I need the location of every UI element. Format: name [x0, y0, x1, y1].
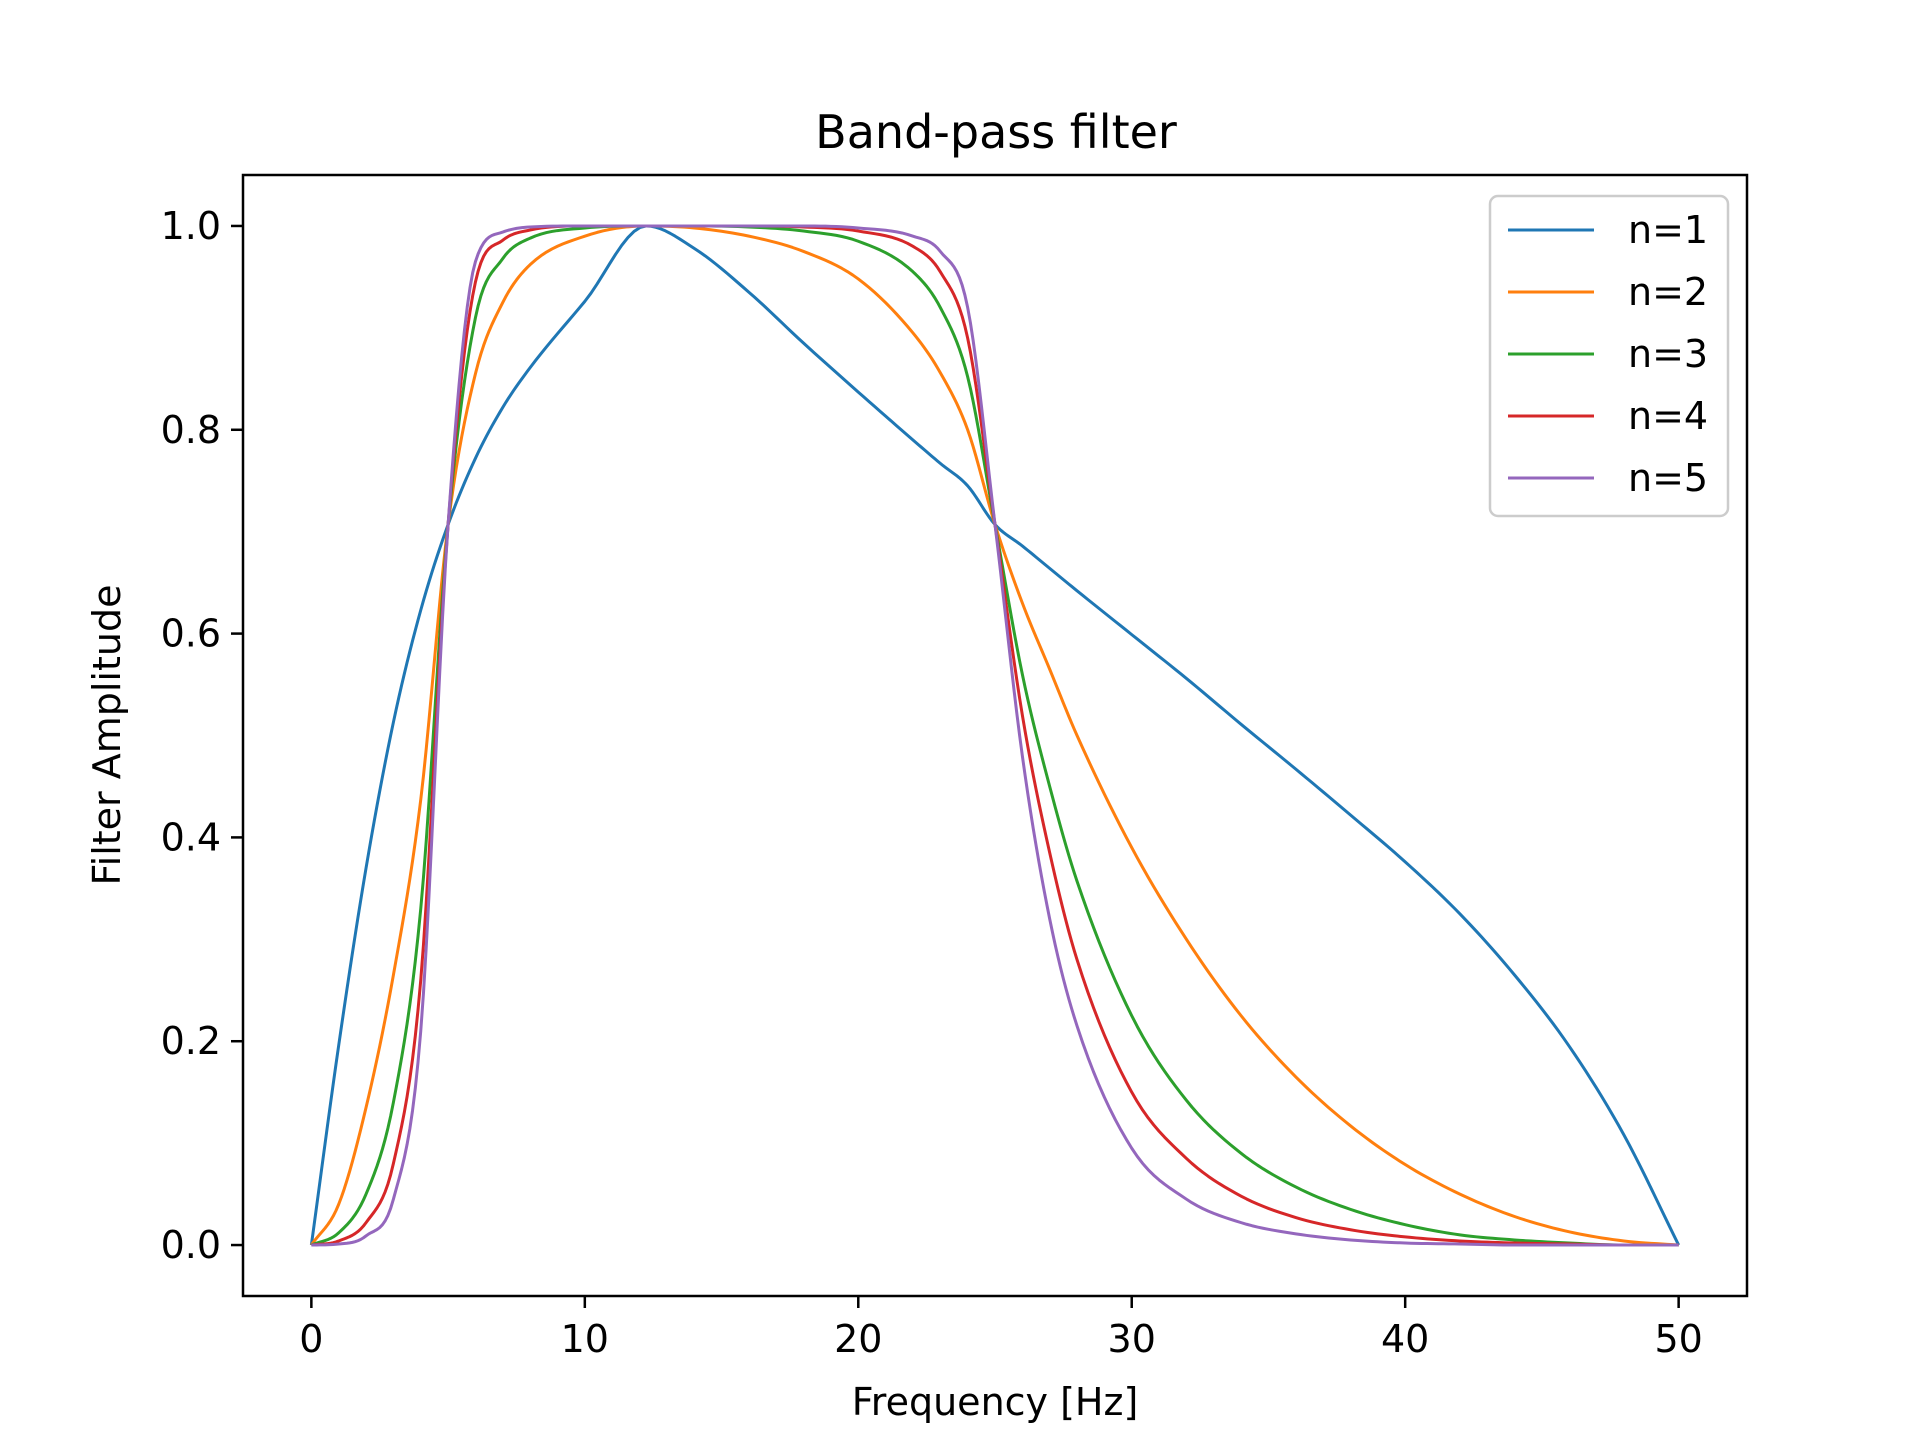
- x-tick-label: 40: [1381, 1317, 1429, 1361]
- legend: n=1 n=2 n=3 n=4 n=5: [1488, 194, 1730, 518]
- series-line-n=2: [310, 224, 1679, 1247]
- x-axis-ticks: 0 10 20 30 40 50: [299, 1296, 1703, 1361]
- plot-frame: [241, 173, 1749, 1298]
- y-tick-label: 0.0: [161, 1223, 221, 1267]
- series-line-n=3: [310, 224, 1679, 1247]
- x-tick-label: 30: [1108, 1317, 1156, 1361]
- series-line-n=1: [309, 224, 1680, 1246]
- y-tick-label: 1.0: [161, 204, 221, 248]
- x-tick-label: 0: [299, 1317, 323, 1361]
- legend-label: n=5: [1628, 456, 1708, 500]
- y-tick-label: 0.2: [161, 1019, 221, 1063]
- y-tick-label: 0.4: [161, 815, 221, 859]
- x-axis-title: Frequency [Hz]: [852, 1380, 1139, 1424]
- legend-label: n=3: [1628, 332, 1708, 376]
- legend-label: n=2: [1628, 270, 1708, 314]
- x-tick-label: 50: [1654, 1317, 1702, 1361]
- y-tick-label: 0.8: [161, 408, 221, 452]
- x-tick-label: 10: [561, 1317, 609, 1361]
- chart-title: Band-pass filter: [815, 105, 1177, 159]
- series-line-n=5: [311, 224, 1679, 1247]
- y-axis-title: Filter Amplitude: [85, 585, 129, 886]
- legend-box: [1488, 194, 1730, 518]
- legend-label: n=4: [1628, 394, 1708, 438]
- x-tick-label: 20: [834, 1317, 882, 1361]
- series-lines: [309, 224, 1680, 1247]
- legend-label: n=1: [1628, 208, 1708, 252]
- y-tick-label: 0.6: [161, 612, 221, 656]
- y-axis-ticks: 0.0 0.2 0.4 0.6 0.8 1.0: [161, 204, 243, 1267]
